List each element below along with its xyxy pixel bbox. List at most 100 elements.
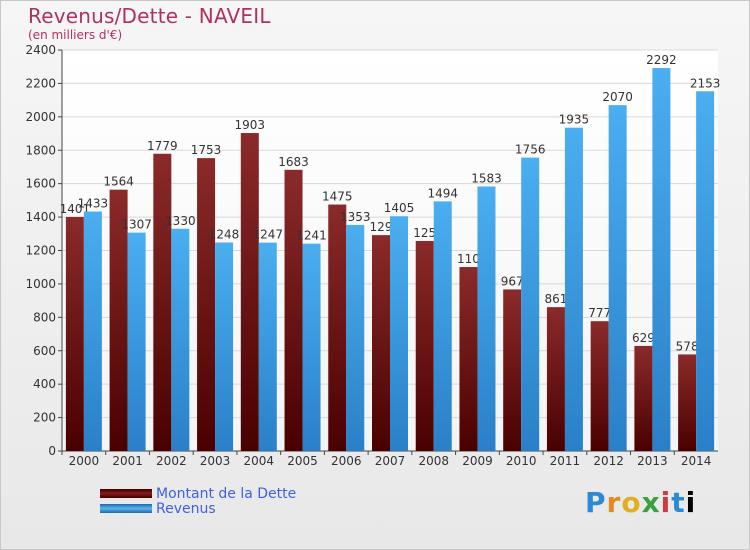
data-label: 1405 bbox=[384, 201, 415, 215]
bar-dette bbox=[372, 235, 390, 451]
x-tick-label: 2000 bbox=[69, 454, 100, 468]
bar-revenus bbox=[346, 224, 365, 451]
y-tick-label: 200 bbox=[33, 411, 56, 425]
x-tick-label: 2002 bbox=[156, 454, 187, 468]
data-label: 1683 bbox=[278, 155, 309, 169]
data-label: 1330 bbox=[165, 214, 196, 228]
data-label: 125 bbox=[413, 226, 436, 240]
y-tick-label: 600 bbox=[33, 344, 56, 358]
data-label: 1247 bbox=[253, 228, 284, 242]
data-label: 1903 bbox=[235, 118, 266, 132]
chart-title: Revenus/Dette - NAVEIL bbox=[28, 4, 271, 28]
chart-subtitle: (en milliers d'€) bbox=[28, 28, 123, 42]
logo-letter: i bbox=[685, 486, 697, 519]
bar-dette bbox=[590, 321, 609, 451]
y-tick-label: 2000 bbox=[25, 110, 56, 124]
y-tick-label: 800 bbox=[33, 310, 56, 324]
bar-revenus bbox=[258, 242, 277, 451]
legend-item-revenus: Revenus bbox=[100, 500, 296, 517]
data-label: 1401 bbox=[60, 202, 91, 216]
data-label: 777 bbox=[588, 306, 611, 320]
bar-revenus bbox=[127, 232, 146, 451]
x-tick-label: 2005 bbox=[287, 454, 318, 468]
bar-dette bbox=[328, 204, 347, 451]
data-label: 1756 bbox=[515, 143, 546, 157]
data-label: 1779 bbox=[147, 139, 178, 153]
y-tick-label: 1400 bbox=[25, 210, 56, 224]
bar-revenus bbox=[652, 68, 671, 452]
data-label: 1475 bbox=[322, 190, 353, 204]
logo-letter: i bbox=[660, 486, 672, 519]
bar-dette bbox=[634, 345, 653, 451]
y-tick-label: 1200 bbox=[25, 244, 56, 258]
legend-swatch-dette bbox=[100, 489, 152, 498]
logo-letter: t bbox=[671, 486, 686, 519]
bar-revenus bbox=[302, 243, 321, 451]
bar-dette bbox=[153, 153, 172, 452]
data-label: 2292 bbox=[646, 53, 677, 67]
bar-revenus bbox=[608, 105, 627, 451]
bar-revenus bbox=[521, 157, 540, 451]
data-label: 1583 bbox=[471, 172, 502, 186]
y-tick-label: 1600 bbox=[25, 177, 56, 191]
bar-revenus bbox=[564, 127, 583, 451]
bar-revenus bbox=[215, 242, 234, 451]
legend-item-dette: Montant de la Dette bbox=[100, 485, 297, 502]
y-tick-label: 1800 bbox=[25, 143, 56, 157]
x-tick-label: 2001 bbox=[112, 454, 143, 468]
logo-letter: o bbox=[621, 486, 642, 519]
bar-revenus bbox=[171, 228, 190, 451]
data-label: 629 bbox=[632, 331, 655, 345]
data-label: 578 bbox=[676, 339, 699, 353]
bar-dette bbox=[109, 189, 128, 451]
bar-revenus bbox=[390, 216, 408, 451]
data-label: 1307 bbox=[121, 218, 152, 232]
x-tick-label: 2013 bbox=[637, 454, 668, 468]
x-tick-label: 2011 bbox=[550, 454, 581, 468]
x-tick-label: 2009 bbox=[462, 454, 493, 468]
legend-swatch-revenus bbox=[100, 504, 152, 513]
data-label: 1241 bbox=[296, 229, 327, 243]
logo-letter: x bbox=[641, 486, 661, 519]
x-tick-label: 2012 bbox=[593, 454, 624, 468]
data-label: 1564 bbox=[103, 175, 134, 189]
bar-dette bbox=[546, 307, 565, 451]
data-label: 967 bbox=[501, 274, 524, 288]
data-label: 2070 bbox=[602, 90, 633, 104]
data-label: 861 bbox=[544, 292, 567, 306]
bar-dette bbox=[197, 158, 216, 452]
logo-letter: P bbox=[585, 486, 607, 519]
bar-revenus bbox=[83, 211, 102, 451]
data-label: 2153 bbox=[690, 76, 721, 90]
data-label: 110 bbox=[457, 252, 480, 266]
data-label: 1494 bbox=[427, 186, 458, 200]
bar-dette bbox=[415, 240, 434, 451]
legend: Montant de la Dette Revenus bbox=[100, 485, 297, 517]
bar-revenus bbox=[477, 186, 496, 451]
data-label: 1935 bbox=[559, 113, 590, 127]
data-label: 1248 bbox=[209, 227, 240, 241]
proxiti-logo[interactable]: Proxiti bbox=[585, 486, 696, 519]
y-tick-label: 0 bbox=[48, 444, 56, 458]
y-tick-label: 2200 bbox=[25, 76, 56, 90]
x-tick-label: 2004 bbox=[244, 454, 275, 468]
data-label: 1433 bbox=[78, 197, 109, 211]
bar-dette bbox=[65, 216, 84, 451]
logo-letter: r bbox=[606, 486, 622, 519]
bar-dette bbox=[240, 133, 259, 452]
legend-label-dette: Montant de la Dette bbox=[156, 485, 297, 502]
y-tick-label: 2400 bbox=[25, 43, 56, 57]
bar-dette bbox=[678, 354, 697, 451]
data-label: 129 bbox=[370, 220, 393, 234]
x-tick-label: 2008 bbox=[418, 454, 449, 468]
legend-label-revenus: Revenus bbox=[156, 500, 216, 517]
bar-revenus bbox=[433, 201, 452, 451]
y-tick-label: 400 bbox=[33, 377, 56, 391]
x-tick-label: 2007 bbox=[375, 454, 406, 468]
data-label: 1353 bbox=[340, 210, 371, 224]
bar-dette bbox=[459, 267, 478, 451]
x-tick-label: 2014 bbox=[681, 454, 712, 468]
bar-revenus bbox=[696, 91, 715, 451]
bar-dette bbox=[503, 289, 522, 451]
